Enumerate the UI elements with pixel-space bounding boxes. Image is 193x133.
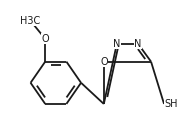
Text: SH: SH (165, 99, 178, 109)
Text: O: O (100, 57, 108, 67)
Text: N: N (134, 39, 142, 49)
Text: N: N (113, 39, 121, 49)
Text: H3C: H3C (20, 16, 41, 26)
Text: O: O (41, 34, 49, 44)
